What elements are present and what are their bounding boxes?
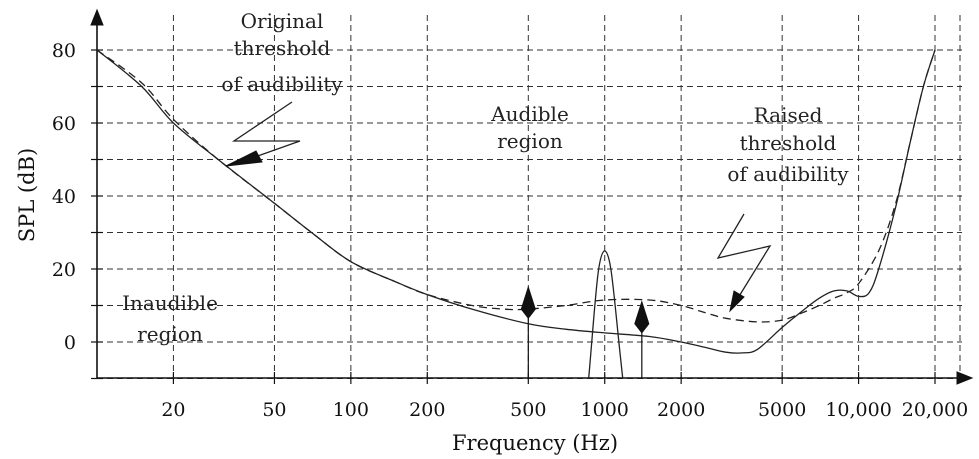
x-tick-label: 100 — [333, 399, 369, 421]
annotation-line: of audibility — [221, 72, 343, 96]
annotation-line: threshold — [234, 36, 331, 60]
annotation-line: Inaudible — [122, 291, 218, 315]
y-tick-label: 0 — [64, 332, 76, 354]
masked-tone-marker — [520, 285, 536, 319]
y-tick-label: 20 — [52, 259, 76, 281]
masked-tone-marker — [634, 300, 650, 334]
x-axis-label: Frequency (Hz) — [452, 431, 618, 455]
annotation-line: region — [137, 322, 203, 346]
lightning-arrow — [231, 101, 301, 159]
annotation-audible-region: Audible region — [490, 102, 569, 153]
axes — [90, 8, 974, 385]
series — [96, 49, 936, 379]
x-tick-label: 1000 — [581, 399, 629, 421]
lightning-arrow — [716, 213, 772, 299]
x-tick-label: 2000 — [657, 399, 705, 421]
annotation-inaudible-region: Inaudible region — [122, 291, 218, 346]
annotation-raised-threshold: Raised threshold of audibility — [716, 103, 849, 313]
x-tick-label: 20 — [161, 399, 185, 421]
lightning-arrowhead — [729, 290, 745, 313]
x-tick-label: 5000 — [758, 399, 806, 421]
x-tick-label: 20,000 — [902, 399, 968, 421]
y-tick-label: 80 — [52, 40, 76, 62]
original-threshold-curve — [96, 49, 936, 354]
x-tick-label: 200 — [409, 399, 445, 421]
x-axis-arrowhead — [956, 371, 974, 385]
annotation-line: Audible — [490, 102, 569, 126]
ticks: 20 50 100 200 500 1000 2000 5000 10,000 20,000 0 20… — [52, 40, 968, 421]
x-tick-label: 500 — [510, 399, 546, 421]
raised-threshold-curve — [96, 49, 936, 323]
masking-tone-1000hz — [588, 250, 624, 379]
y-tick-label: 60 — [52, 113, 76, 135]
annotation-line: threshold — [740, 131, 837, 155]
annotation-original-threshold: Original threshold of audibility — [221, 9, 343, 167]
annotation-line: Original — [241, 9, 324, 33]
y-axis-arrowhead — [90, 8, 104, 26]
annotation-line: of audibility — [727, 162, 849, 186]
x-tick-label: 50 — [262, 399, 286, 421]
annotation-line: Raised — [754, 103, 823, 127]
lightning-arrowhead — [225, 150, 263, 167]
annotation-line: region — [497, 129, 563, 153]
x-tick-label: 10,000 — [825, 399, 891, 421]
y-axis-label: SPL (dB) — [15, 148, 39, 242]
markers — [520, 285, 650, 378]
y-tick-label: 40 — [52, 186, 76, 208]
